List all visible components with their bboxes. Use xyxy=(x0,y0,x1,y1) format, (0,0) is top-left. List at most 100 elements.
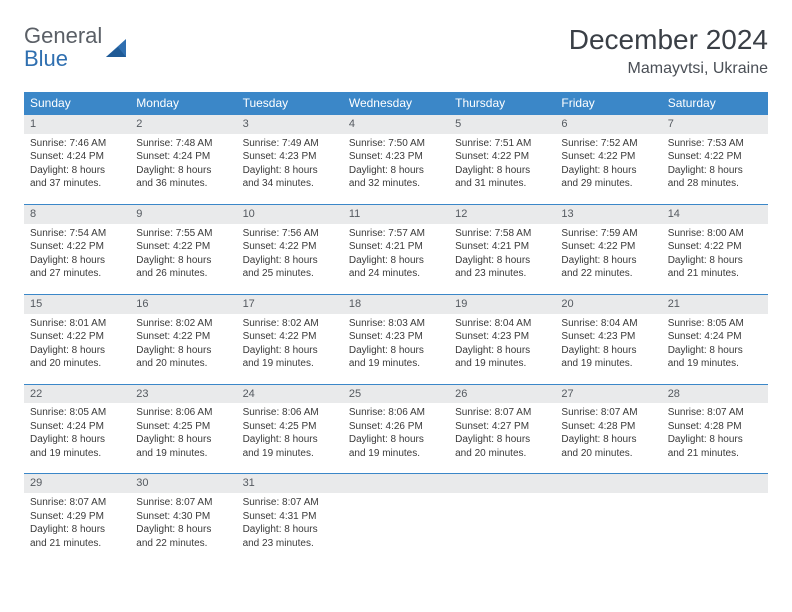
day-number: 30 xyxy=(130,474,236,493)
day-body xyxy=(343,493,449,563)
daylight-line2: and 28 minutes. xyxy=(668,177,762,191)
sunset-text: Sunset: 4:26 PM xyxy=(349,420,443,434)
calendar-day-cell: 1Sunrise: 7:46 AMSunset: 4:24 PMDaylight… xyxy=(24,115,130,205)
daylight-line1: Daylight: 8 hours xyxy=(455,254,549,268)
day-number xyxy=(343,474,449,493)
daylight-line2: and 32 minutes. xyxy=(349,177,443,191)
weekday-wed: Wednesday xyxy=(343,92,449,115)
sunrise-text: Sunrise: 7:52 AM xyxy=(561,137,655,151)
calendar-day-cell: 24Sunrise: 8:06 AMSunset: 4:25 PMDayligh… xyxy=(237,384,343,474)
calendar-week-row: 29Sunrise: 8:07 AMSunset: 4:29 PMDayligh… xyxy=(24,474,768,563)
sunrise-text: Sunrise: 7:59 AM xyxy=(561,227,655,241)
sunrise-text: Sunrise: 8:07 AM xyxy=(30,496,124,510)
calendar-day-cell: 10Sunrise: 7:56 AMSunset: 4:22 PMDayligh… xyxy=(237,204,343,294)
day-body: Sunrise: 8:07 AMSunset: 4:29 PMDaylight:… xyxy=(24,493,130,563)
weekday-header-row: Sunday Monday Tuesday Wednesday Thursday… xyxy=(24,92,768,115)
calendar-day-cell: 14Sunrise: 8:00 AMSunset: 4:22 PMDayligh… xyxy=(662,204,768,294)
sunrise-text: Sunrise: 7:55 AM xyxy=(136,227,230,241)
calendar-day-cell: 9Sunrise: 7:55 AMSunset: 4:22 PMDaylight… xyxy=(130,204,236,294)
calendar-day-cell: 6Sunrise: 7:52 AMSunset: 4:22 PMDaylight… xyxy=(555,115,661,205)
sunset-text: Sunset: 4:28 PM xyxy=(561,420,655,434)
day-number: 4 xyxy=(343,115,449,134)
daylight-line2: and 19 minutes. xyxy=(561,357,655,371)
calendar-day-cell: 28Sunrise: 8:07 AMSunset: 4:28 PMDayligh… xyxy=(662,384,768,474)
sunrise-text: Sunrise: 7:58 AM xyxy=(455,227,549,241)
day-number: 18 xyxy=(343,295,449,314)
sunrise-text: Sunrise: 7:48 AM xyxy=(136,137,230,151)
day-number: 16 xyxy=(130,295,236,314)
sunrise-text: Sunrise: 8:06 AM xyxy=(243,406,337,420)
sunrise-text: Sunrise: 8:02 AM xyxy=(136,317,230,331)
daylight-line1: Daylight: 8 hours xyxy=(455,433,549,447)
day-number: 1 xyxy=(24,115,130,134)
day-body: Sunrise: 7:49 AMSunset: 4:23 PMDaylight:… xyxy=(237,134,343,204)
sunrise-text: Sunrise: 8:07 AM xyxy=(243,496,337,510)
daylight-line1: Daylight: 8 hours xyxy=(136,254,230,268)
day-body: Sunrise: 8:05 AMSunset: 4:24 PMDaylight:… xyxy=(662,314,768,384)
daylight-line1: Daylight: 8 hours xyxy=(30,523,124,537)
sunrise-text: Sunrise: 7:53 AM xyxy=(668,137,762,151)
calendar-day-cell: 20Sunrise: 8:04 AMSunset: 4:23 PMDayligh… xyxy=(555,294,661,384)
calendar-day-cell: 13Sunrise: 7:59 AMSunset: 4:22 PMDayligh… xyxy=(555,204,661,294)
calendar-day-cell: 22Sunrise: 8:05 AMSunset: 4:24 PMDayligh… xyxy=(24,384,130,474)
day-number: 22 xyxy=(24,385,130,404)
day-number: 6 xyxy=(555,115,661,134)
day-body: Sunrise: 7:51 AMSunset: 4:22 PMDaylight:… xyxy=(449,134,555,204)
daylight-line1: Daylight: 8 hours xyxy=(668,344,762,358)
daylight-line1: Daylight: 8 hours xyxy=(30,433,124,447)
day-number: 12 xyxy=(449,205,555,224)
daylight-line2: and 29 minutes. xyxy=(561,177,655,191)
calendar-day-cell: 19Sunrise: 8:04 AMSunset: 4:23 PMDayligh… xyxy=(449,294,555,384)
daylight-line2: and 19 minutes. xyxy=(668,357,762,371)
daylight-line2: and 19 minutes. xyxy=(243,357,337,371)
daylight-line1: Daylight: 8 hours xyxy=(136,433,230,447)
day-body: Sunrise: 8:07 AMSunset: 4:27 PMDaylight:… xyxy=(449,403,555,473)
calendar-day-cell xyxy=(449,474,555,563)
day-number: 17 xyxy=(237,295,343,314)
calendar-day-cell: 25Sunrise: 8:06 AMSunset: 4:26 PMDayligh… xyxy=(343,384,449,474)
calendar-day-cell xyxy=(343,474,449,563)
day-body: Sunrise: 8:06 AMSunset: 4:25 PMDaylight:… xyxy=(237,403,343,473)
daylight-line1: Daylight: 8 hours xyxy=(455,164,549,178)
brand-word-2: Blue xyxy=(24,46,68,71)
sunset-text: Sunset: 4:29 PM xyxy=(30,510,124,524)
calendar-week-row: 22Sunrise: 8:05 AMSunset: 4:24 PMDayligh… xyxy=(24,384,768,474)
calendar-week-row: 1Sunrise: 7:46 AMSunset: 4:24 PMDaylight… xyxy=(24,115,768,205)
daylight-line1: Daylight: 8 hours xyxy=(349,164,443,178)
day-number: 29 xyxy=(24,474,130,493)
sunrise-text: Sunrise: 8:07 AM xyxy=(455,406,549,420)
sunrise-text: Sunrise: 8:07 AM xyxy=(668,406,762,420)
calendar-day-cell xyxy=(555,474,661,563)
daylight-line2: and 21 minutes. xyxy=(30,537,124,551)
day-body: Sunrise: 7:53 AMSunset: 4:22 PMDaylight:… xyxy=(662,134,768,204)
day-number: 31 xyxy=(237,474,343,493)
daylight-line1: Daylight: 8 hours xyxy=(30,344,124,358)
sunset-text: Sunset: 4:22 PM xyxy=(30,330,124,344)
day-number: 13 xyxy=(555,205,661,224)
sunset-text: Sunset: 4:22 PM xyxy=(455,150,549,164)
daylight-line2: and 20 minutes. xyxy=(136,357,230,371)
day-number: 21 xyxy=(662,295,768,314)
sunrise-text: Sunrise: 8:07 AM xyxy=(136,496,230,510)
day-number xyxy=(662,474,768,493)
daylight-line2: and 23 minutes. xyxy=(455,267,549,281)
day-number: 10 xyxy=(237,205,343,224)
day-body: Sunrise: 7:58 AMSunset: 4:21 PMDaylight:… xyxy=(449,224,555,294)
sunset-text: Sunset: 4:22 PM xyxy=(136,330,230,344)
sunset-text: Sunset: 4:30 PM xyxy=(136,510,230,524)
sunrise-text: Sunrise: 7:56 AM xyxy=(243,227,337,241)
sunrise-text: Sunrise: 7:50 AM xyxy=(349,137,443,151)
day-body: Sunrise: 8:07 AMSunset: 4:28 PMDaylight:… xyxy=(662,403,768,473)
day-number: 8 xyxy=(24,205,130,224)
day-body xyxy=(449,493,555,563)
daylight-line1: Daylight: 8 hours xyxy=(243,164,337,178)
brand-word-1: General xyxy=(24,23,102,48)
daylight-line2: and 24 minutes. xyxy=(349,267,443,281)
daylight-line1: Daylight: 8 hours xyxy=(349,254,443,268)
sunrise-text: Sunrise: 7:57 AM xyxy=(349,227,443,241)
sunset-text: Sunset: 4:24 PM xyxy=(30,420,124,434)
calendar-day-cell: 26Sunrise: 8:07 AMSunset: 4:27 PMDayligh… xyxy=(449,384,555,474)
sunset-text: Sunset: 4:22 PM xyxy=(561,150,655,164)
daylight-line2: and 21 minutes. xyxy=(668,447,762,461)
daylight-line2: and 20 minutes. xyxy=(561,447,655,461)
